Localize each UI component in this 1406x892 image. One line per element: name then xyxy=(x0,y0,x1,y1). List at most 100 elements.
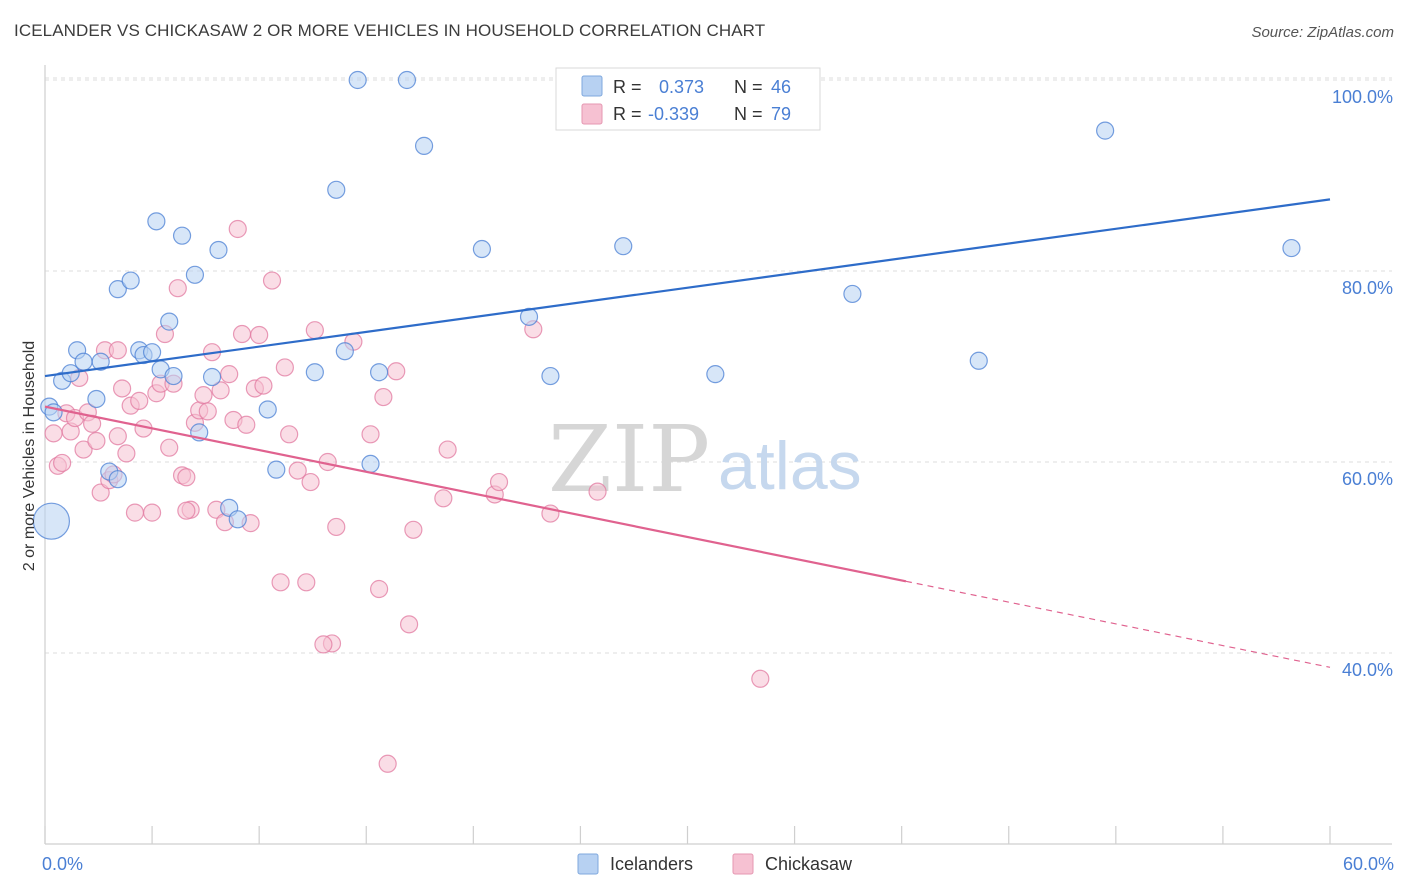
icelanders-point xyxy=(1096,121,1115,140)
chickasaw-point xyxy=(404,520,423,539)
legend-top: R = 0.373 N = 46 R = -0.339 N = 79 xyxy=(555,67,821,131)
grid-layer xyxy=(45,77,1392,654)
chickasaw-point xyxy=(44,424,63,443)
legend-bottom-label-icelanders: Icelanders xyxy=(610,854,693,874)
watermark-zip: ZIP xyxy=(548,406,710,513)
chickasaw-point xyxy=(228,219,247,239)
trend-layer xyxy=(44,198,1331,668)
chickasaw-point xyxy=(262,271,282,290)
chickasaw-trend-line-extension xyxy=(905,580,1331,668)
chickasaw-point xyxy=(237,415,256,434)
icelanders-point xyxy=(91,352,110,371)
chickasaw-point xyxy=(254,376,273,395)
icelanders-trend-line xyxy=(44,198,1331,378)
chickasaw-point xyxy=(53,453,72,473)
chickasaw-point xyxy=(751,669,770,688)
chickasaw-point xyxy=(125,503,145,522)
icelanders-point xyxy=(370,363,389,382)
chickasaw-point xyxy=(250,325,269,345)
icelanders-point xyxy=(74,352,93,371)
chickasaw-point xyxy=(288,461,307,480)
icelanders-point xyxy=(1282,238,1301,258)
y-axis-label: 2 or more Vehicles in Household xyxy=(21,340,38,572)
legend-top-swatch-icelanders xyxy=(581,75,603,97)
legend-bottom-label-chickasaw: Chickasaw xyxy=(765,854,853,874)
chart-title: ICELANDER VS CHICKASAW 2 OR MORE VEHICLE… xyxy=(14,21,766,40)
icelanders-point xyxy=(267,460,286,479)
chickasaw-point xyxy=(438,440,457,459)
chickasaw-point xyxy=(91,483,110,502)
icelanders-point xyxy=(202,367,222,387)
chickasaw-point xyxy=(177,501,196,520)
legend-r-value-1: -0.339 xyxy=(648,104,699,124)
icelanders-point xyxy=(361,454,380,474)
icelanders-point xyxy=(472,239,491,259)
chickasaw-point xyxy=(275,358,294,377)
chickasaw-point xyxy=(108,341,127,360)
legend-bottom-swatch-icelanders xyxy=(577,853,599,875)
source-attribution: Source: ZipAtlas.com xyxy=(1251,24,1394,41)
chickasaw-point xyxy=(489,472,509,492)
chickasaw-point xyxy=(301,472,320,492)
chickasaw-point xyxy=(588,482,607,501)
icelanders-point xyxy=(258,400,277,419)
x-tick-label: 0.0% xyxy=(42,854,83,874)
chickasaw-point xyxy=(297,573,316,592)
icelanders-point xyxy=(397,70,417,90)
chickasaw-point xyxy=(220,365,239,384)
icelanders-point xyxy=(160,312,179,331)
legend-bottom: Icelanders Chickasaw xyxy=(577,853,853,875)
chickasaw-point xyxy=(327,517,346,537)
icelanders-point xyxy=(335,342,354,361)
chickasaw-point xyxy=(305,321,324,340)
icelanders-point xyxy=(142,343,162,362)
icelanders-point xyxy=(147,212,166,231)
legend-r-label-0: R = xyxy=(613,77,642,97)
legend-n-value-0: 46 xyxy=(771,77,791,97)
y-tick-label: 60.0% xyxy=(1342,469,1393,489)
icelanders-point xyxy=(108,470,127,489)
chickasaw-point xyxy=(280,425,299,444)
chickasaw-point xyxy=(160,438,179,457)
legend-bottom-swatch-chickasaw xyxy=(732,853,754,875)
legend-n-label-1: N = xyxy=(734,104,763,124)
chickasaw-point xyxy=(399,615,419,634)
chickasaw-point xyxy=(117,444,136,463)
chickasaw-point xyxy=(87,431,106,451)
chickasaw-point xyxy=(378,754,397,773)
legend-n-label-0: N = xyxy=(734,77,763,97)
icelanders-point xyxy=(108,280,127,299)
chickasaw-point xyxy=(211,381,230,400)
chickasaw-point xyxy=(387,362,406,381)
icelanders-point xyxy=(706,365,725,384)
icelanders-point xyxy=(172,226,192,245)
y-tick-label: 100.0% xyxy=(1332,87,1393,107)
chickasaw-point xyxy=(108,427,127,446)
icelanders-point xyxy=(305,363,324,382)
axes-layer xyxy=(44,65,1392,845)
chickasaw-point xyxy=(198,402,217,421)
icelanders-point xyxy=(843,284,862,304)
chickasaw-point xyxy=(232,324,252,344)
y-tick-label: 80.0% xyxy=(1342,278,1393,298)
icelanders-point xyxy=(185,265,205,284)
chickasaw-point xyxy=(271,573,290,592)
icelanders-point xyxy=(541,366,560,386)
icelanders-point xyxy=(209,240,228,260)
chickasaw-point xyxy=(314,635,333,654)
icelanders-point xyxy=(969,351,988,370)
icelanders-points xyxy=(32,70,1301,540)
chickasaw-point xyxy=(130,391,149,410)
watermark: ZIP atlas xyxy=(548,406,862,513)
icelanders-point xyxy=(414,136,434,155)
chickasaw-point xyxy=(374,387,393,407)
icelanders-point xyxy=(121,271,140,290)
chickasaw-point xyxy=(194,386,213,405)
icelanders-point xyxy=(32,502,71,540)
legend-n-value-1: 79 xyxy=(771,104,791,124)
icelanders-point xyxy=(87,389,106,409)
chickasaw-point xyxy=(361,425,380,444)
chickasaw-point xyxy=(74,440,93,459)
icelanders-point xyxy=(614,237,633,256)
